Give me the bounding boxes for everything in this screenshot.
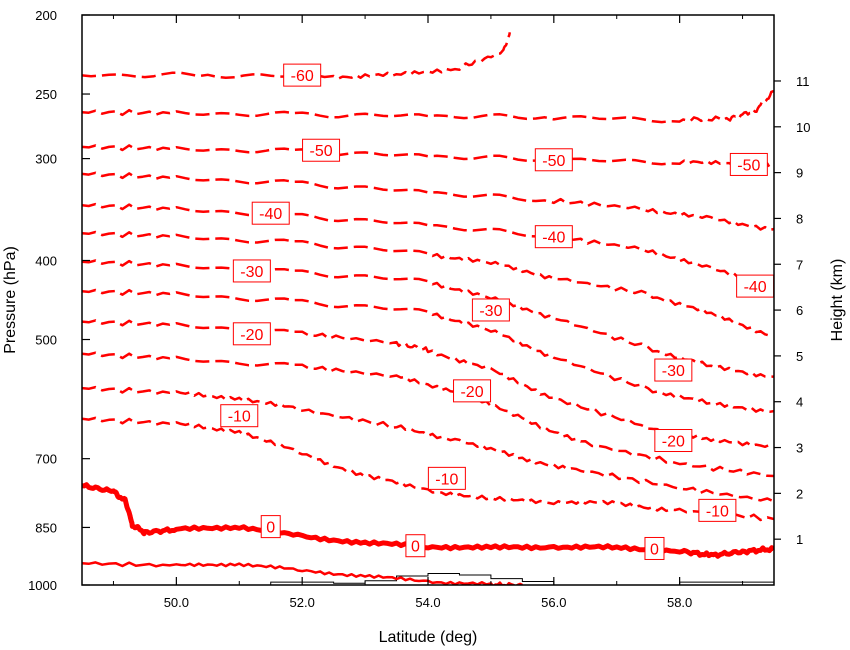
contour-label-box <box>698 498 737 522</box>
contour-label: -20 <box>460 384 483 401</box>
isotherm-line <box>82 202 774 287</box>
y2-tick-label: 7 <box>796 257 803 272</box>
contour-label-box <box>220 404 259 428</box>
y-tick-label: 700 <box>35 452 57 467</box>
y-tick-label: 300 <box>35 152 57 167</box>
isotherm-line <box>82 144 774 169</box>
y2-tick-label: 9 <box>796 166 803 181</box>
contour-label-box <box>260 515 281 539</box>
x-tick-label: 50.0 <box>164 595 189 610</box>
contour-label: -50 <box>542 153 565 170</box>
contour-label-box <box>302 138 341 162</box>
isotherm-line <box>82 230 774 338</box>
y-tick-label: 500 <box>35 333 57 348</box>
y2-tick-label: 1 <box>796 532 803 547</box>
x-tick-label: 52.0 <box>290 595 315 610</box>
terrain-outline <box>82 572 774 585</box>
contour-label: -30 <box>479 303 502 320</box>
contour-label: -30 <box>240 264 263 281</box>
isotherm-line <box>82 351 774 478</box>
contour-label: -40 <box>259 206 282 223</box>
y2-tick-label: 4 <box>796 395 803 410</box>
isotherm-line <box>82 171 774 232</box>
contour-label-box <box>729 152 768 176</box>
contour-label-box <box>232 322 271 346</box>
contour-label: -40 <box>542 230 565 247</box>
contour-label: -30 <box>662 363 685 380</box>
contour-label: 0 <box>650 541 659 558</box>
contour-label-box <box>471 298 510 322</box>
contour-label-box <box>251 201 290 225</box>
y2-axis-label: Height (km) <box>829 259 846 342</box>
contour-label: -10 <box>706 503 729 520</box>
x-tick-label: 54.0 <box>415 595 440 610</box>
y-tick-label: 1000 <box>28 578 57 593</box>
contour-label: -50 <box>737 157 760 174</box>
y2-tick-label: 10 <box>796 120 810 135</box>
contour-label: -10 <box>435 471 458 488</box>
y-tick-label: 850 <box>35 520 57 535</box>
contour-label: -20 <box>240 327 263 344</box>
isotherm-line <box>82 288 774 414</box>
y2-tick-label: 2 <box>796 486 803 501</box>
isotherm-line <box>82 561 523 585</box>
contour-label-box <box>453 379 492 403</box>
contour-label: -40 <box>744 279 767 296</box>
y2-tick-label: 6 <box>796 303 803 318</box>
y-tick-label: 250 <box>35 87 57 102</box>
isotherm-line <box>82 482 774 559</box>
contour-label: 0 <box>266 520 275 537</box>
contour-label: -20 <box>662 434 685 451</box>
y-tick-label: 400 <box>35 253 57 268</box>
y2-tick-label: 3 <box>796 441 803 456</box>
y2-tick-label: 11 <box>796 74 810 89</box>
contour-label-box <box>427 466 466 490</box>
contour-label-box <box>283 63 322 87</box>
isotherm-line <box>82 89 774 124</box>
contour-label: 0 <box>411 539 420 556</box>
contour-label-box <box>534 148 573 172</box>
plot-area <box>82 32 774 585</box>
x-axis-label: Latitude (deg) <box>379 629 478 646</box>
contour-label-box <box>654 429 693 453</box>
y-tick-label: 200 <box>35 8 57 23</box>
contour-label: -60 <box>291 68 314 85</box>
y2-tick-label: 8 <box>796 211 803 226</box>
isotherm-line <box>82 32 512 80</box>
isotherm-line <box>82 385 774 503</box>
y2-tick-label: 5 <box>796 349 803 364</box>
contour-label-box <box>405 534 426 558</box>
contour-label: -10 <box>228 409 251 426</box>
contour-label-box <box>654 358 693 382</box>
contour-label-box <box>644 536 665 560</box>
x-tick-label: 56.0 <box>541 595 566 610</box>
contour-label: -50 <box>309 143 332 160</box>
x-tick-label: 58.0 <box>667 595 692 610</box>
y-axis-label: Pressure (hPa) <box>2 246 19 354</box>
contour-label-box <box>232 259 271 283</box>
contour-label-box <box>534 225 573 249</box>
